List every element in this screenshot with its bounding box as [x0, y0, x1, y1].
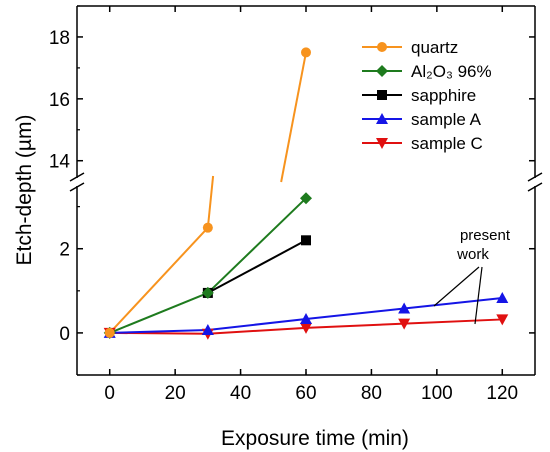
data-point [104, 327, 115, 338]
axis-break-mark [527, 182, 543, 192]
annotation-arrow-line [433, 266, 480, 307]
legend-label: sample A [411, 110, 482, 129]
series-line [207, 318, 307, 331]
data-point [301, 47, 311, 58]
series-line [404, 318, 503, 325]
legend-label: sample C [411, 134, 483, 153]
legend: quartz Al₂O₃ 96% sapphire sample A sample C [362, 38, 492, 153]
series-line [280, 52, 307, 183]
annotation-arrow-line [474, 266, 483, 325]
series-line [305, 322, 405, 329]
legend-label: Al₂O₃ 96% [411, 62, 492, 81]
annotation-text: present [460, 227, 511, 244]
data-point [398, 318, 411, 330]
y-tick-label: 0 [59, 324, 70, 345]
y-tick-label: 14 [49, 152, 71, 173]
series-line [404, 296, 503, 310]
y-tick-label: 18 [49, 28, 70, 49]
annotation-text: work [456, 246, 489, 263]
series-line [206, 175, 215, 228]
data-point [300, 322, 312, 334]
series-line [109, 328, 208, 334]
y-tick-label: 16 [49, 90, 70, 111]
x-tick-label: 120 [486, 383, 518, 404]
x-axis-title: Exposure time (min) [221, 427, 409, 450]
series-line [108, 226, 209, 334]
data-point [201, 323, 214, 335]
data-point [300, 313, 312, 325]
y-tick-label: 2 [59, 240, 70, 261]
x-tick-label: 100 [421, 383, 453, 404]
data-point [376, 65, 388, 77]
data-point [496, 291, 509, 303]
x-tick-label: 60 [295, 383, 316, 404]
legend-label: quartz [411, 38, 458, 57]
axis-break-mark [527, 172, 543, 182]
series-line [305, 307, 405, 321]
x-tick-label: 40 [230, 383, 251, 404]
data-point [300, 192, 312, 205]
data-point [202, 222, 213, 233]
x-tick-label: 80 [361, 383, 382, 404]
data-point [301, 235, 311, 246]
legend-label: sapphire [411, 86, 476, 105]
data-point [377, 90, 387, 100]
series-line [207, 197, 307, 294]
series-line [207, 239, 307, 294]
data-point [377, 42, 387, 52]
series-line [207, 326, 307, 335]
data-point [201, 286, 214, 299]
axis-break-mark [69, 182, 85, 192]
x-tick-label: 20 [165, 383, 186, 404]
data-point [376, 138, 388, 149]
x-tick-label: 0 [104, 383, 115, 404]
axis-break-mark [69, 172, 85, 182]
data-point [376, 113, 388, 124]
y-axis-title: Etch-depth (µm) [13, 115, 36, 266]
plot-area: 0 20 40 60 80 100 120 0 2 14 16 18 quartz Al₂O₃ 96% sa… [49, 5, 543, 404]
series-line [109, 291, 209, 334]
data-point [398, 302, 411, 314]
data-point [496, 314, 509, 326]
